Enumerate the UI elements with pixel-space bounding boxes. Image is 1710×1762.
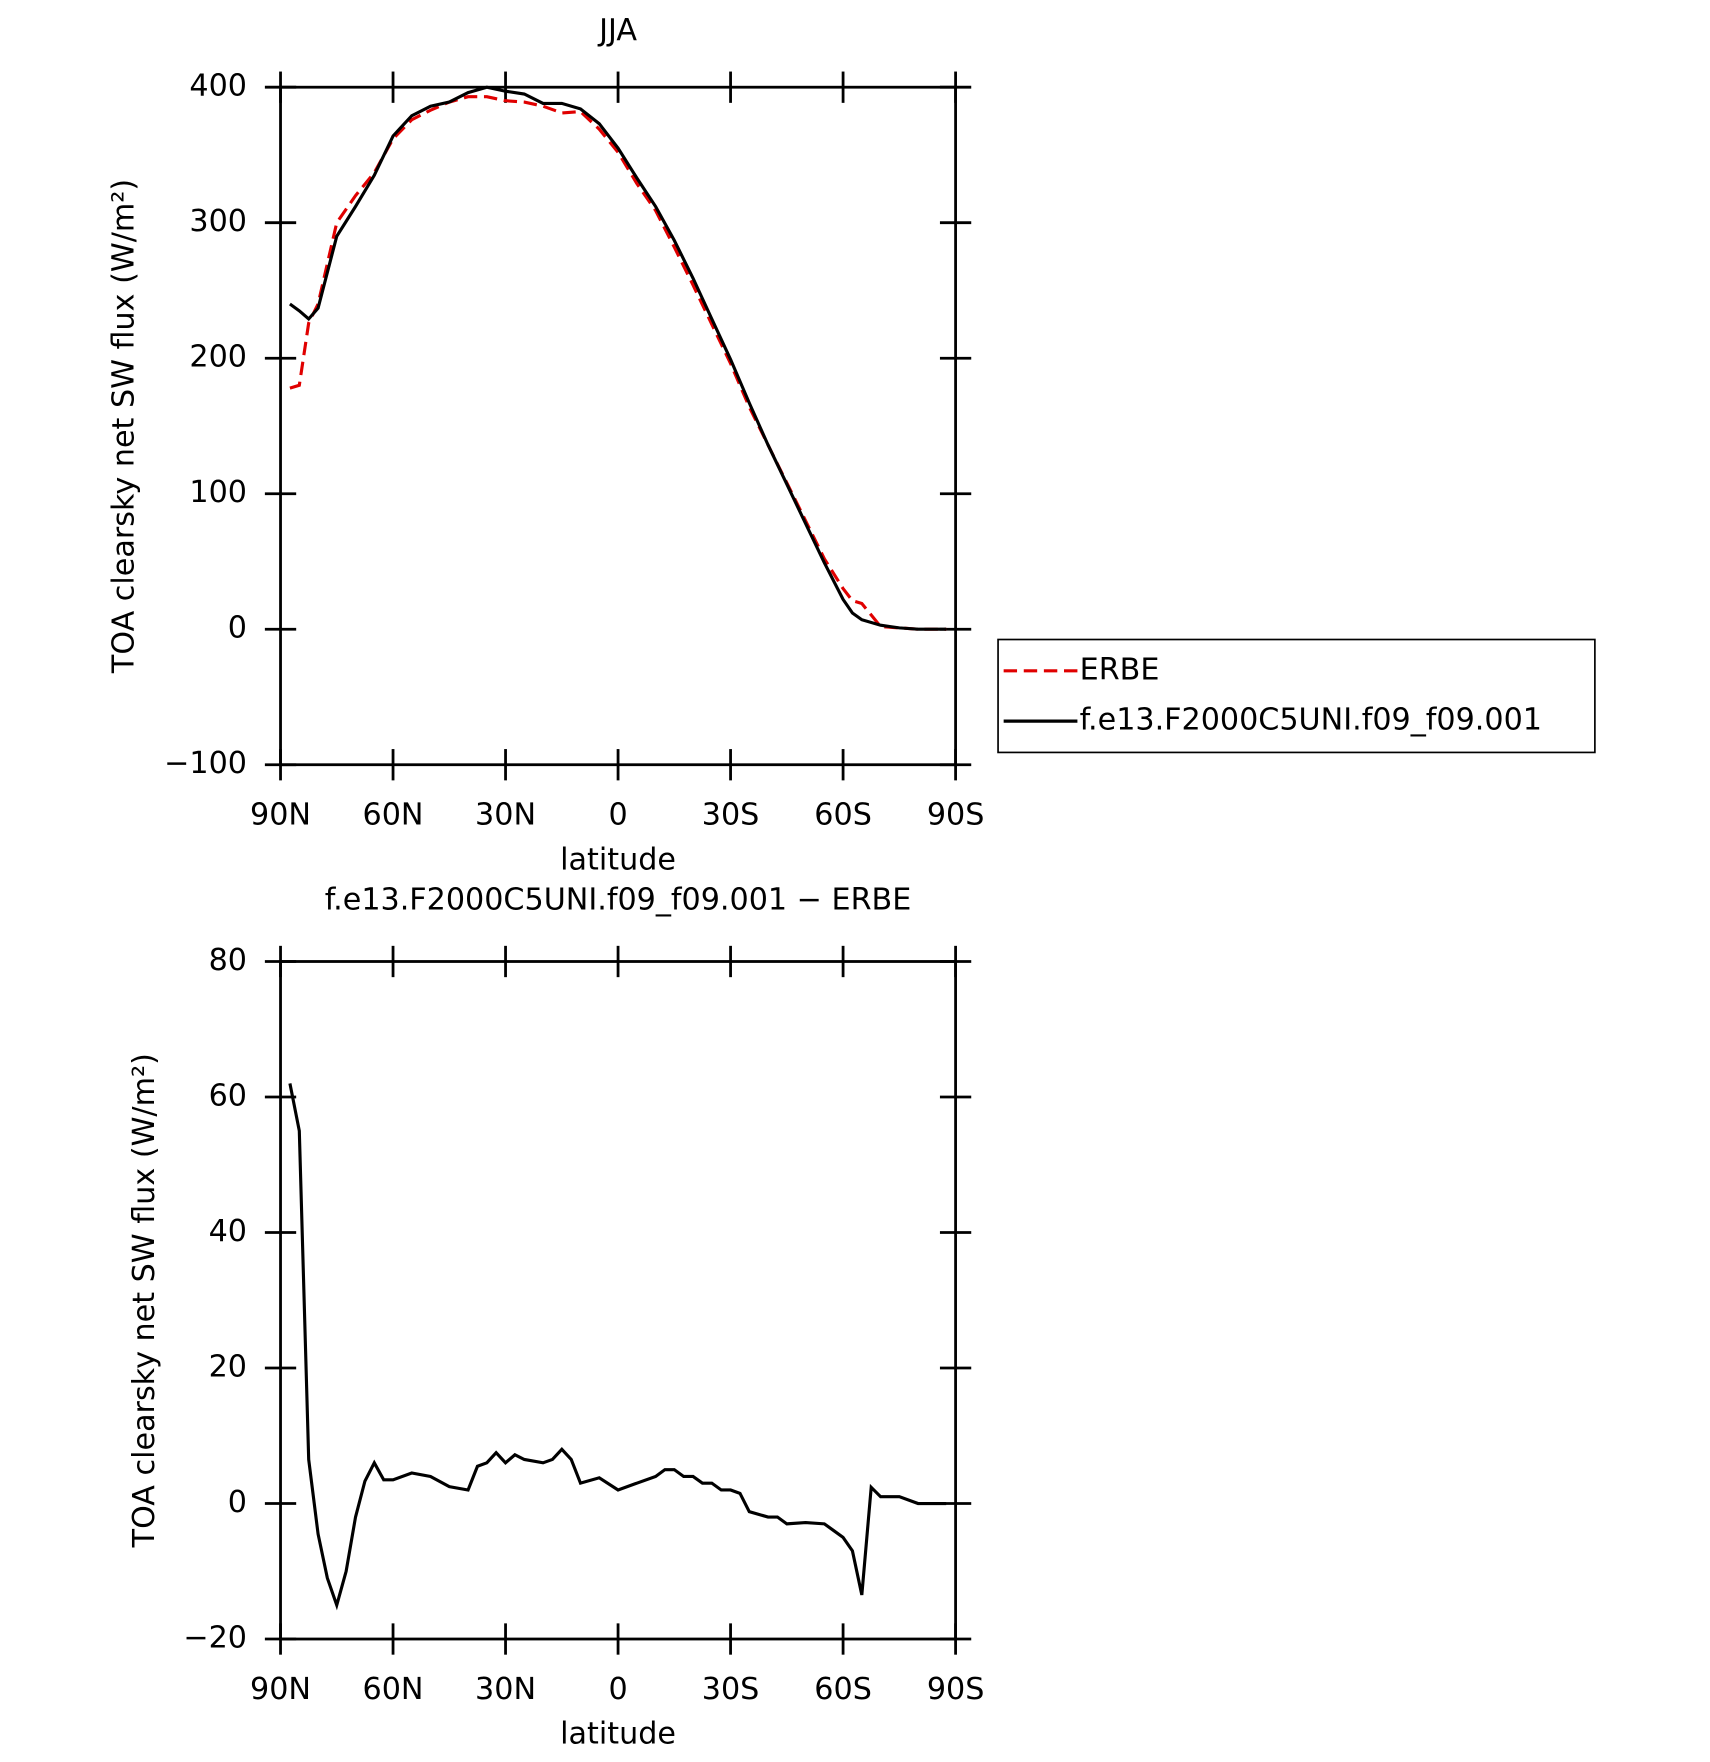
- x-tick-label: 60S: [814, 1672, 872, 1707]
- y-tick-label: −20: [183, 1621, 247, 1656]
- x-axis-label: latitude: [560, 1717, 676, 1752]
- y-tick-label: 400: [189, 69, 247, 104]
- series-line: [289, 95, 947, 631]
- x-tick-label: 30S: [702, 798, 760, 833]
- chart-title: JJA: [597, 13, 637, 48]
- x-tick-label: 90N: [250, 1672, 311, 1707]
- y-tick-label: −100: [164, 746, 247, 781]
- x-tick-label: 30N: [475, 798, 536, 833]
- y-tick-label: 40: [209, 1214, 247, 1249]
- y-tick-label: 0: [228, 1485, 247, 1520]
- legend-label: ERBE: [1080, 652, 1160, 687]
- legend-frame: [997, 638, 1596, 754]
- x-tick-label: 90N: [250, 798, 311, 833]
- y-tick-label: 20: [209, 1350, 247, 1385]
- x-tick-label: 0: [608, 798, 627, 833]
- x-tick-label: 60N: [363, 1672, 424, 1707]
- series-line: [288, 1083, 947, 1611]
- y-tick-label: 60: [209, 1078, 247, 1113]
- plot-frame: [279, 85, 957, 767]
- y-tick-label: 0: [228, 611, 247, 646]
- x-tick-label: 30S: [702, 1672, 760, 1707]
- x-tick-label: 90S: [927, 798, 985, 833]
- x-tick-label: 30N: [475, 1672, 536, 1707]
- chart-title: f.e13.F2000C5UNI.f09_f09.001 − ERBE: [325, 883, 912, 918]
- x-tick-label: 60S: [814, 798, 872, 833]
- y-tick-label: 200: [189, 340, 247, 375]
- legend-label: f.e13.F2000C5UNI.f09_f09.001: [1080, 703, 1542, 738]
- y-axis-label: TOA clearsky net SW flux (W/m²): [127, 1053, 162, 1548]
- y-tick-label: 300: [189, 204, 247, 239]
- x-tick-label: 60N: [363, 798, 424, 833]
- series-line: [288, 85, 947, 631]
- y-tick-label: 100: [189, 475, 247, 510]
- x-tick-label: 0: [608, 1672, 627, 1707]
- plot-frame: [279, 960, 957, 1641]
- x-tick-label: 90S: [927, 1672, 985, 1707]
- legend: ERBE f.e13.F2000C5UNI.f09_f09.001: [997, 638, 1596, 754]
- x-axis-label: latitude: [560, 842, 676, 877]
- y-tick-label: 80: [209, 943, 247, 978]
- y-axis-label: TOA clearsky net SW flux (W/m²): [107, 179, 142, 674]
